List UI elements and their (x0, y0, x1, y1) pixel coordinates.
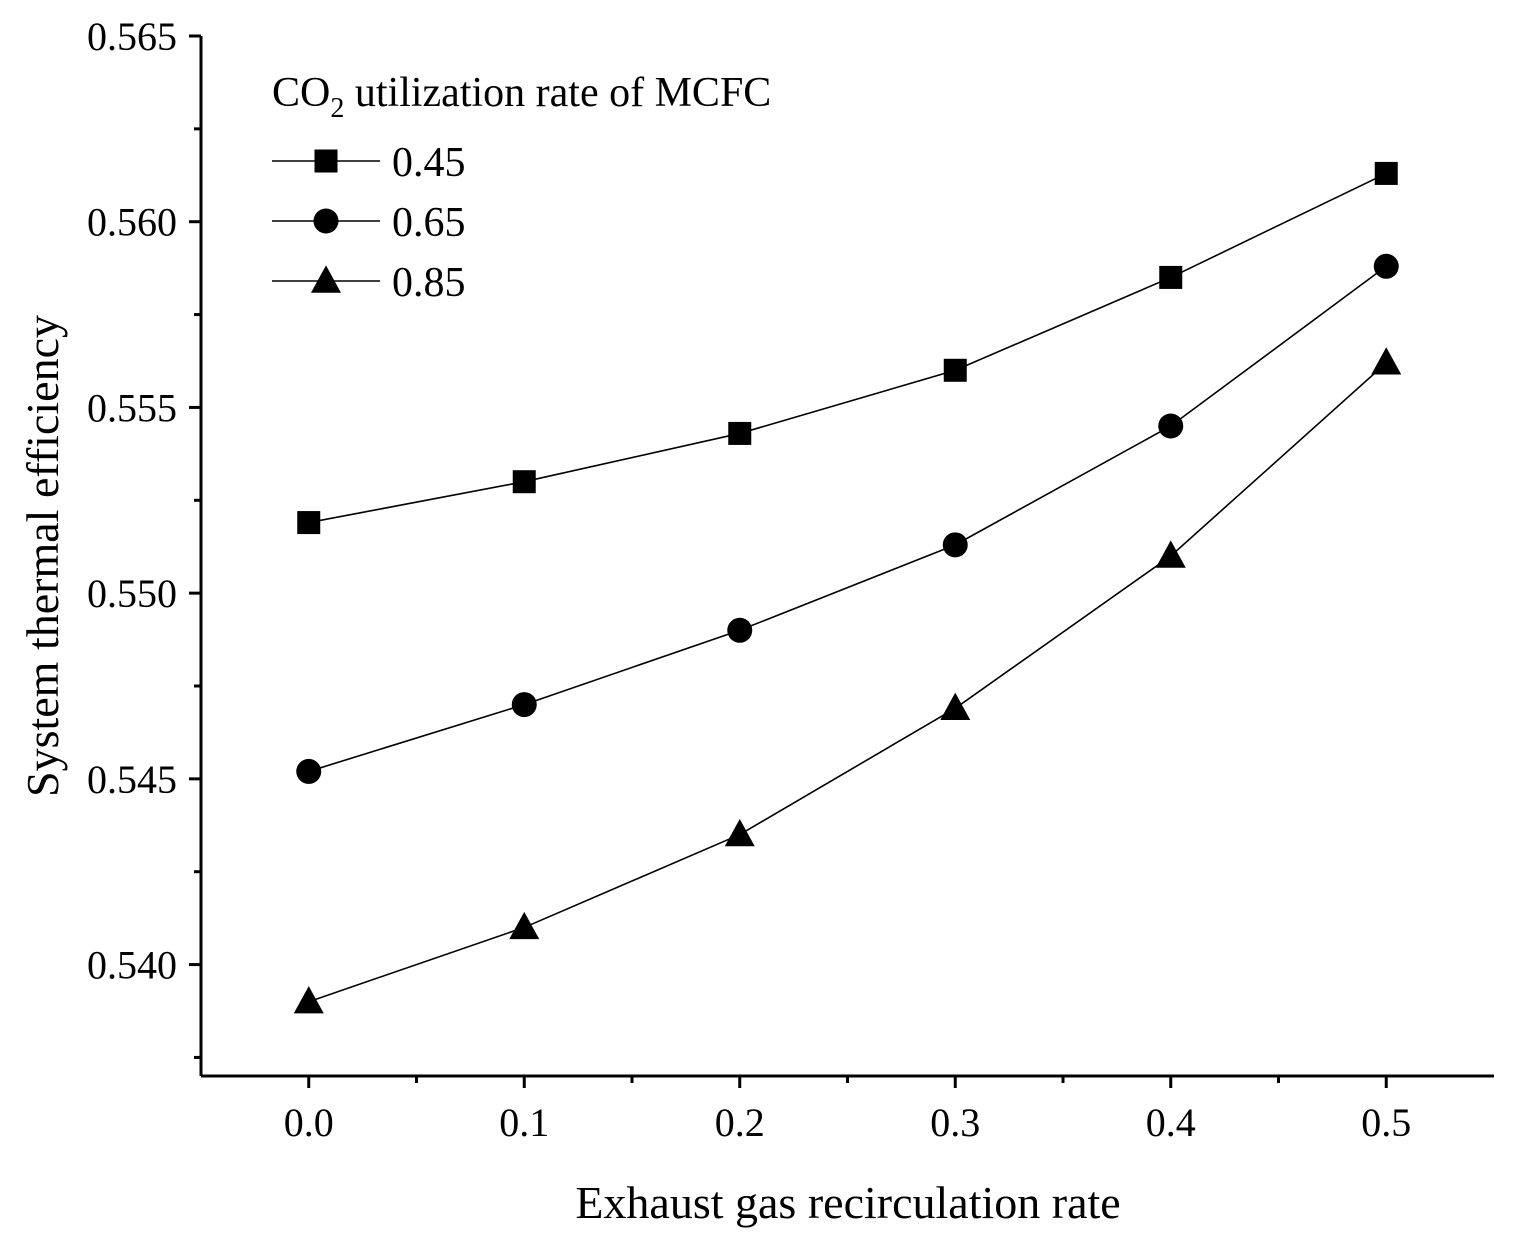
x-tick-label: 0.3 (930, 1100, 980, 1145)
legend-item-0.45: 0.45 (272, 140, 466, 186)
data-point-triangle (293, 986, 324, 1014)
data-point-square (1159, 265, 1183, 289)
data-point-circle (296, 758, 322, 784)
series-layer (293, 161, 1402, 1014)
legend-item-0.85: 0.85 (272, 260, 466, 306)
x-axis-title: Exhaust gas recirculation rate (575, 1177, 1120, 1228)
series-line-0.65 (308, 265, 1387, 773)
y-tick-label: 0.560 (87, 200, 177, 245)
legend-title-prefix: CO (272, 70, 330, 116)
data-point-square (297, 511, 321, 535)
data-point-triangle (509, 911, 540, 940)
data-point-triangle (940, 692, 971, 720)
data-point-square (512, 470, 536, 494)
data-point-square (1374, 161, 1398, 185)
data-point-circle (1373, 253, 1399, 279)
legend-item-0.65: 0.65 (272, 200, 466, 246)
x-tick-label: 0.1 (499, 1100, 549, 1145)
legend-title: CO2 utilization rate of MCFC (272, 70, 771, 124)
data-point-square (943, 358, 967, 382)
y-tick-label: 0.545 (87, 757, 177, 802)
series-0.65 (296, 253, 1399, 784)
axes (199, 36, 1494, 1078)
legend-marker-square (314, 149, 338, 173)
y-tick-label: 0.550 (87, 571, 177, 616)
x-tick-label: 0.0 (284, 1100, 334, 1145)
x-axis-ticks: 0.0 0.1 0.2 0.3 0.4 0.5 (284, 1076, 1411, 1145)
series-line-0.45 (308, 172, 1387, 524)
series-0.45 (297, 161, 1398, 535)
legend: 0.45 0.65 0.85 (272, 140, 466, 306)
legend-title-suffix: utilization rate of MCFC (344, 70, 771, 116)
y-axis-title: System thermal efficiency (17, 315, 68, 797)
x-tick-label: 0.2 (715, 1100, 765, 1145)
legend-label: 0.85 (392, 260, 466, 306)
data-point-triangle (1371, 347, 1402, 375)
x-tick-label: 0.4 (1146, 1100, 1196, 1145)
data-point-circle (1158, 413, 1184, 439)
legend-label: 0.65 (392, 200, 466, 246)
data-point-circle (942, 532, 968, 558)
legend-title-subscript: 2 (330, 93, 344, 124)
y-tick-label: 0.555 (87, 385, 177, 430)
data-point-triangle (1155, 540, 1186, 568)
y-tick-label: 0.565 (87, 14, 177, 59)
series-line-0.85 (308, 362, 1387, 1003)
legend-label: 0.45 (392, 140, 466, 186)
legend-marker-circle (313, 208, 339, 234)
data-point-square (728, 421, 752, 445)
series-0.85 (293, 347, 1402, 1014)
legend-marker-triangle (311, 265, 341, 293)
y-axis-ticks: 0.540 0.545 0.550 0.555 0.560 0.565 (87, 14, 201, 1059)
data-point-triangle (724, 818, 755, 847)
x-tick-label: 0.5 (1361, 1100, 1411, 1145)
y-tick-label: 0.540 (87, 943, 177, 988)
data-point-circle (511, 692, 537, 718)
data-point-circle (727, 617, 753, 643)
